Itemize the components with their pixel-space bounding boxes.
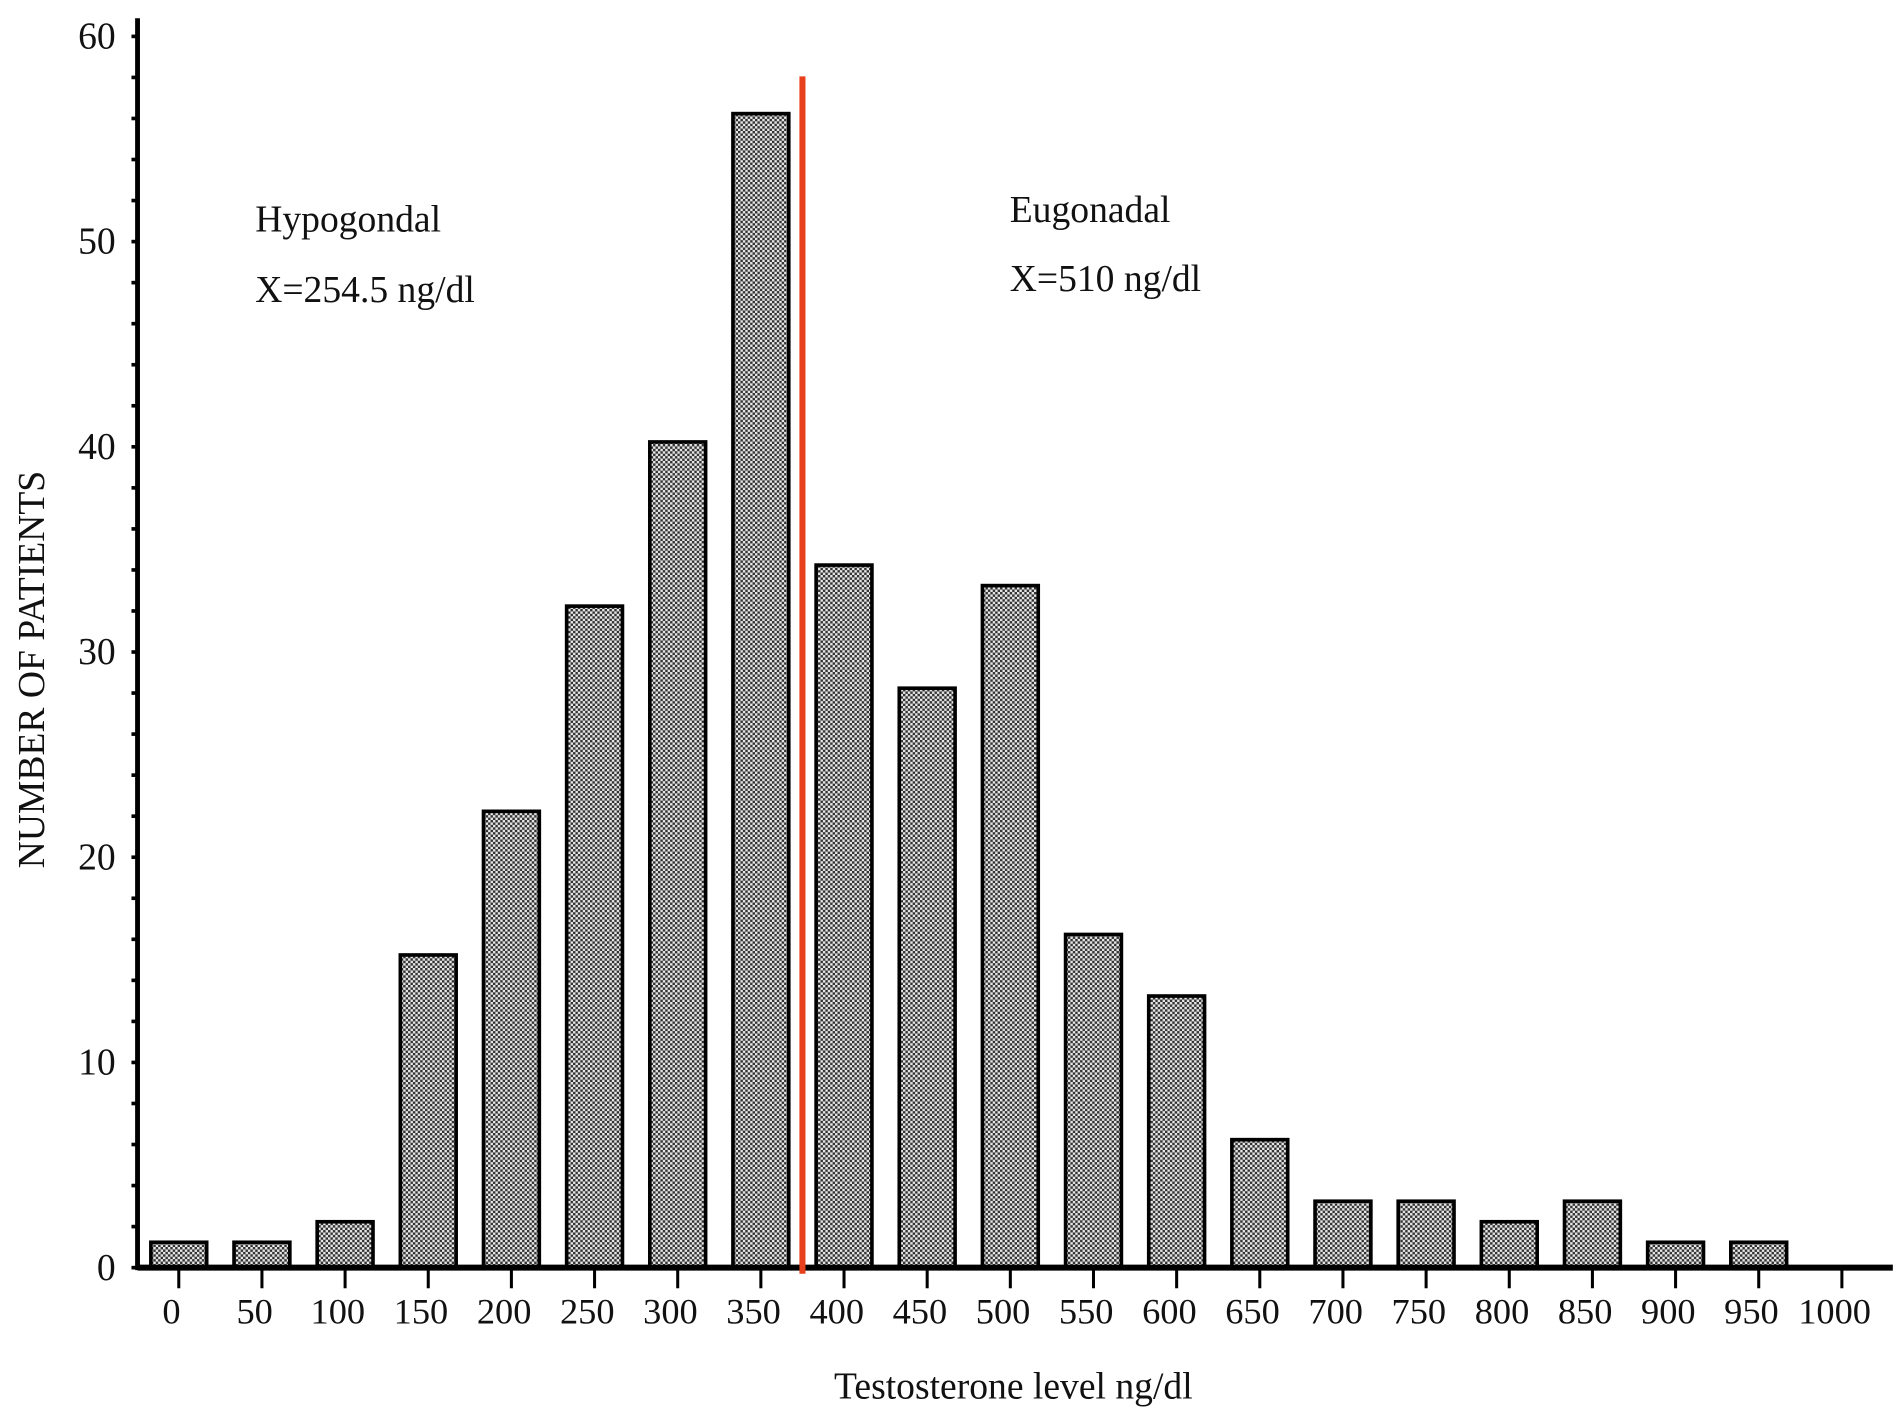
bar-250: [564, 604, 625, 1270]
x-tick-label: 400: [809, 1291, 864, 1331]
bar-650: [1230, 1137, 1290, 1270]
annotation-eugonadal-label: Eugonadal: [1010, 189, 1171, 231]
x-tick-label: 550: [1059, 1291, 1114, 1331]
bar-500: [980, 583, 1041, 1270]
bar-950: [1729, 1240, 1789, 1270]
x-tick-label: 250: [560, 1291, 615, 1331]
y-axis: 0 10 20 30 40 50 60: [78, 16, 140, 1289]
bar-300: [647, 440, 708, 1270]
bar-450: [897, 686, 957, 1270]
y-tick-label: 0: [97, 1247, 116, 1289]
y-tick-label: 60: [78, 16, 116, 58]
x-tick-label: 850: [1558, 1291, 1613, 1331]
x-tick-label: 0: [162, 1291, 180, 1331]
x-axis: 0 50 100 150 200 250 300 350 400 450 500 550 600 650 7…: [137, 1264, 1893, 1331]
x-tick-label: 950: [1724, 1291, 1779, 1331]
x-tick-label: 150: [394, 1291, 449, 1331]
bar-900: [1645, 1240, 1706, 1270]
x-tick-label: 350: [726, 1291, 781, 1331]
x-tick-label: 800: [1475, 1291, 1530, 1331]
y-tick-label: 30: [78, 631, 116, 673]
x-tick-label: 650: [1225, 1291, 1280, 1331]
y-axis-title: NUMBER OF PATIENTS: [11, 471, 53, 869]
x-tick-label: 750: [1392, 1291, 1447, 1331]
annotation-hypogonadal-mean: X=254.5 ng/dl: [255, 269, 475, 311]
bars-group: [149, 111, 1789, 1270]
x-tick-label: 300: [643, 1291, 698, 1331]
x-tick-label: 450: [893, 1291, 948, 1331]
x-tick-label: 200: [477, 1291, 532, 1331]
x-tick-label: 700: [1308, 1291, 1363, 1331]
bar-100: [315, 1219, 375, 1270]
bar-750: [1396, 1199, 1456, 1270]
bar-600: [1146, 994, 1207, 1270]
y-tick-label: 20: [78, 836, 116, 878]
annotation-eugonadal-mean: X=510 ng/dl: [1010, 258, 1201, 300]
bar-700: [1313, 1199, 1373, 1270]
bar-350: [731, 111, 791, 1270]
y-tick-label: 40: [78, 426, 116, 468]
y-tick-label: 10: [78, 1042, 116, 1084]
bar-50: [232, 1240, 292, 1270]
x-tick-label: 600: [1142, 1291, 1197, 1331]
x-tick-label: 50: [236, 1291, 272, 1331]
bar-400: [814, 563, 874, 1270]
bar-800: [1479, 1219, 1539, 1270]
x-tick-label: 100: [311, 1291, 366, 1331]
annotation-hypogonadal-label: Hypogondal: [255, 199, 441, 241]
bar-550: [1063, 932, 1124, 1270]
y-tick-label: 50: [78, 221, 116, 263]
bar-150: [398, 953, 458, 1270]
x-tick-label: 1000: [1798, 1291, 1871, 1331]
x-axis-title: Testosterone level ng/dl: [834, 1366, 1193, 1408]
x-tick-label: 500: [976, 1291, 1031, 1331]
x-tick-label: 900: [1641, 1291, 1696, 1331]
annotations: Hypogondal X=254.5 ng/dl Eugonadal X=510…: [255, 189, 1201, 311]
bar-200: [481, 809, 542, 1270]
bar-850: [1562, 1199, 1623, 1270]
bar-0: [149, 1240, 209, 1270]
